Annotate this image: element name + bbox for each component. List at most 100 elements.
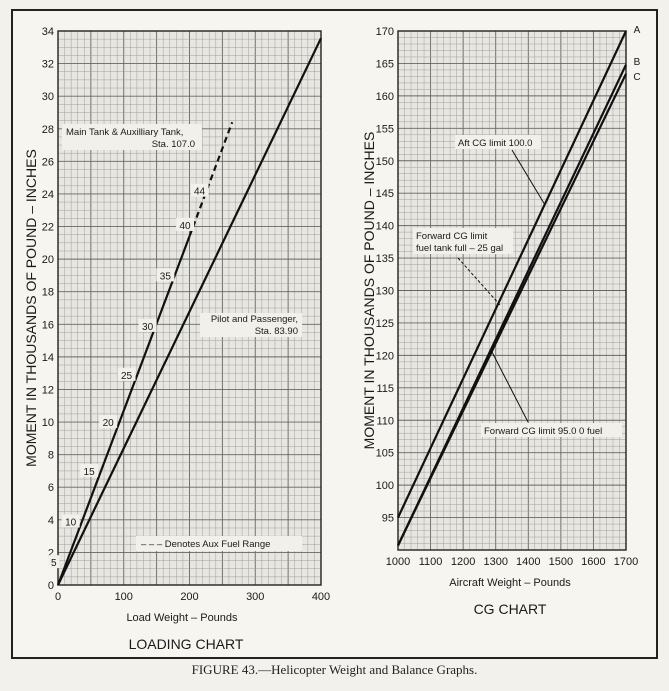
line-letter-a: A: [634, 25, 641, 36]
x-tick-label: 1400: [516, 556, 540, 568]
plot-border: [397, 30, 627, 551]
y-tick-label: 170: [376, 26, 394, 38]
gallon-marker-label: 10: [65, 517, 77, 528]
legend-backdrop: [136, 536, 302, 551]
plot-border: [57, 30, 322, 586]
x-tick-label: 1000: [386, 556, 410, 568]
x-axis-label: Aircraft Weight – Pounds: [449, 577, 571, 589]
x-tick-label: 400: [312, 591, 330, 603]
y-tick-label: 22: [42, 222, 54, 234]
gallon-marker-label: 44: [194, 187, 206, 198]
gallon-marker-bg: [190, 183, 209, 197]
y-tick-label: 130: [376, 286, 394, 298]
series-line: [397, 30, 627, 519]
line-letter-c: C: [633, 72, 640, 83]
annotation-leader: [457, 257, 501, 306]
annotation-backdrop: [455, 135, 541, 149]
y-tick-label: 140: [376, 221, 394, 233]
y-tick-label: 0: [48, 580, 54, 592]
y-tick-label: 105: [376, 448, 394, 460]
gallon-marker-bg: [156, 268, 175, 282]
x-tick-label: 0: [55, 591, 61, 603]
x-tick-label: 1200: [451, 556, 475, 568]
y-tick-label: 32: [42, 59, 54, 71]
label-pilot-station: Sta. 83.90: [255, 326, 298, 337]
x-tick-label: 1100: [419, 556, 443, 568]
label-main-tank-station: Sta. 107.0: [152, 139, 195, 150]
y-tick-label: 18: [42, 287, 54, 299]
gallon-marker-bg: [48, 555, 60, 569]
y-tick-label: 160: [376, 91, 394, 103]
annotation-forward-cg-full: Forward CG limit: [416, 231, 488, 242]
gallon-marker-bg: [176, 217, 195, 231]
y-tick-label: 4: [48, 515, 54, 527]
annotation-aft-cg-limit: Aft CG limit 100.0: [458, 138, 532, 149]
y-tick-label: 2: [48, 547, 54, 559]
gallon-marker-bg: [80, 463, 99, 477]
y-tick-label: 6: [48, 482, 54, 494]
y-tick-label: 155: [376, 123, 394, 135]
x-axis-label: Load Weight – Pounds: [126, 612, 238, 624]
y-axis-label: MOMENT IN THOUSANDS OF POUND – INCHES: [23, 149, 39, 467]
series-line: [56, 235, 191, 586]
cg-chart: 1000 1100 1200 1300 1400 1500 1600 1700 95 100 105…: [361, 25, 641, 617]
y-tick-label: 135: [376, 253, 394, 265]
y-tick-label: 10: [42, 417, 54, 429]
label-backdrop: [200, 313, 302, 337]
x-tick-label: 1300: [483, 556, 507, 568]
y-tick-label: 125: [376, 318, 394, 330]
annotation-backdrop: [481, 423, 622, 437]
y-tick-label: 150: [376, 156, 394, 168]
chart-title: CG CHART: [474, 601, 547, 617]
annotation-leader: [511, 149, 546, 206]
y-tick-label: 28: [42, 124, 54, 136]
y-tick-label: 145: [376, 188, 394, 200]
y-tick-label: 16: [42, 319, 54, 331]
y-tick-label: 26: [42, 156, 54, 168]
gallon-marker-label: 5: [51, 558, 57, 569]
series-line: [397, 73, 627, 546]
y-tick-label: 8: [48, 450, 54, 462]
y-tick-label: 120: [376, 350, 394, 362]
y-tick-label: 24: [42, 189, 54, 201]
gallon-marker-bg: [61, 514, 80, 528]
y-axis-label: MOMENT IN THOUSANDS OF POUND – INCHES: [361, 132, 377, 450]
x-tick-label: 1500: [549, 556, 573, 568]
x-tick-label: 300: [246, 591, 264, 603]
loading-chart: 0 100 200 300 400024681012141618202224262830…: [23, 26, 330, 652]
label-pilot-passenger: Pilot and Passenger,: [211, 314, 298, 325]
gallon-marker-label: 35: [160, 271, 172, 282]
y-tick-label: 14: [42, 352, 54, 364]
y-tick-label: 115: [376, 383, 394, 395]
y-tick-label: 165: [376, 58, 394, 70]
label-main-tank: Main Tank & Auxilliary Tank,: [66, 127, 183, 138]
chart-title: LOADING CHART: [129, 636, 244, 652]
gallon-marker-bg: [138, 318, 157, 332]
y-tick-label: 20: [42, 254, 54, 266]
annotation-leader: [491, 351, 529, 423]
x-tick-label: 100: [115, 591, 133, 603]
x-tick-label: 1700: [614, 556, 638, 568]
gallon-marker-bg: [99, 415, 118, 429]
annotation-forward-cg-full-line2: fuel tank full – 25 gal: [416, 243, 503, 254]
annotation-forward-cg-empty: Forward CG limit 95.0 0 fuel: [484, 426, 602, 437]
gallon-marker-label: 20: [103, 418, 115, 429]
line-letter-b: B: [634, 57, 641, 68]
y-tick-label: 34: [42, 26, 54, 38]
y-tick-label: 12: [42, 384, 54, 396]
gallon-marker-label: 30: [142, 322, 154, 333]
series-line: [57, 37, 322, 586]
gallon-marker-label: 15: [84, 467, 96, 478]
figure-caption: FIGURE 43.—Helicopter Weight and Balance…: [191, 662, 478, 677]
x-tick-label: 200: [180, 591, 198, 603]
gallon-marker-label: 40: [180, 221, 192, 232]
label-backdrop: [62, 124, 202, 150]
series-line: [188, 121, 234, 237]
x-tick-label: 1600: [581, 556, 605, 568]
y-tick-label: 110: [376, 415, 394, 427]
legend-note: – – – Denotes Aux Fuel Range: [141, 539, 270, 550]
gallon-marker-label: 25: [121, 371, 133, 382]
y-tick-label: 95: [382, 513, 394, 525]
gallon-marker-bg: [117, 367, 136, 381]
